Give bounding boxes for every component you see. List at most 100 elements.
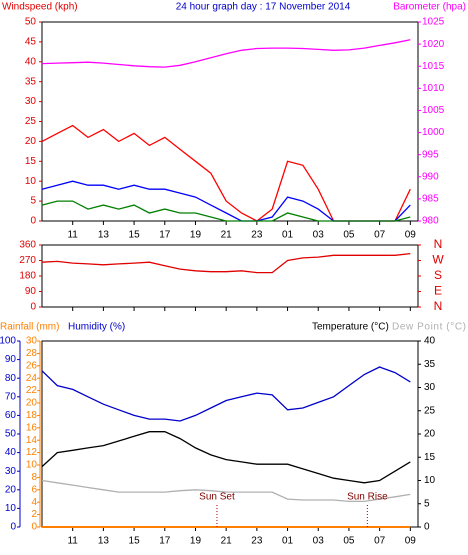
- y-tick-label: 70: [5, 391, 17, 402]
- x-tick-label: 03: [313, 536, 325, 547]
- series-label: Humidity (%): [68, 322, 125, 333]
- x-tick-label: 17: [159, 536, 171, 547]
- y-tick-label: 35: [25, 76, 37, 87]
- y2-tick-label: 40: [424, 336, 436, 347]
- y-tick-label: 50: [5, 429, 17, 440]
- chart-title: 24 hour graph day : 17 November 2014: [176, 2, 351, 13]
- y-tick-label: 180: [19, 271, 36, 282]
- y-tick-label: 15: [25, 156, 37, 167]
- annotation-label: Sun Rise: [347, 492, 388, 503]
- y3-tick-label: 6: [31, 484, 37, 495]
- y2-tick-label: 20: [424, 429, 436, 440]
- y2-axis-title: Barometer (hpa): [393, 2, 466, 13]
- y3-tick-label: 10: [26, 460, 38, 471]
- x-tick-label: 05: [343, 230, 355, 241]
- y-axis-title: Windspeed (kph): [2, 2, 78, 13]
- y-tick-label: 0: [10, 522, 16, 533]
- x-tick-label: 23: [251, 536, 263, 547]
- y2-tick-label: 25: [424, 405, 436, 416]
- x-tick-label: 01: [282, 536, 294, 547]
- y-tick-label: 60: [5, 410, 17, 421]
- y-tick-label: 40: [25, 56, 37, 67]
- series-line: [41, 39, 411, 68]
- y-tick-label: 30: [5, 466, 17, 477]
- y3-tick-label: 4: [31, 497, 37, 508]
- x-tick-label: 13: [98, 536, 110, 547]
- x-tick-label: 15: [129, 230, 141, 241]
- y-tick-label: 10: [5, 503, 17, 514]
- y3-tick-label: 24: [26, 373, 38, 384]
- x-tick-label: 07: [374, 536, 386, 547]
- x-tick-label: 09: [405, 230, 417, 241]
- x-tick-label: 21: [221, 536, 233, 547]
- y2-tick-label: 990: [422, 171, 439, 182]
- y2-tick-label: 1020: [422, 39, 445, 50]
- y2-tick-label: S: [434, 268, 442, 282]
- series-line: [41, 252, 411, 274]
- x-tick-label: 09: [405, 536, 417, 547]
- y-tick-label: 45: [25, 37, 37, 48]
- y-tick-label: 10: [25, 176, 37, 187]
- y3-tick-label: 22: [26, 385, 38, 396]
- y-tick-label: 5: [30, 196, 36, 207]
- y3-tick-label: 12: [26, 447, 38, 458]
- y3-tick-label: 14: [26, 435, 38, 446]
- x-tick-label: 15: [129, 536, 141, 547]
- y2-tick-label: 1000: [422, 127, 445, 138]
- x-tick-label: 13: [98, 230, 110, 241]
- y3-tick-label: 30: [26, 336, 38, 347]
- x-tick-label: 21: [221, 230, 233, 241]
- y2-tick-label: 1005: [422, 105, 445, 116]
- y2-tick-label: 0: [424, 522, 430, 533]
- y3-tick-label: 8: [31, 472, 37, 483]
- y-tick-label: 0: [30, 302, 36, 313]
- plot-area: [41, 244, 419, 308]
- y2-tick-label: 30: [424, 382, 436, 393]
- x-tick-label: 19: [190, 536, 202, 547]
- y2-tick-label: E: [434, 284, 442, 298]
- annotation-label: Sun Set: [199, 492, 235, 503]
- plot-area: [41, 21, 419, 222]
- y2-tick-label: N: [434, 299, 443, 313]
- y3-tick-label: 28: [26, 348, 38, 359]
- y2-tick-label: 5: [424, 498, 430, 509]
- x-tick-label: 01: [282, 230, 294, 241]
- y-tick-label: 0: [30, 216, 36, 227]
- series-label: Temperature (°C): [312, 322, 389, 333]
- y2-tick-label: 995: [422, 149, 439, 160]
- y3-tick-label: 26: [26, 360, 38, 371]
- series-label: Dew Point (°C): [392, 322, 466, 333]
- y-tick-label: 20: [5, 484, 17, 495]
- x-tick-label: 17: [159, 230, 171, 241]
- y3-tick-label: 16: [26, 422, 38, 433]
- y2-tick-label: W: [432, 253, 444, 267]
- x-tick-label: 23: [251, 230, 263, 241]
- y2-tick-label: 1010: [422, 83, 445, 94]
- y-tick-label: 90: [25, 286, 37, 297]
- y-tick-label: 90: [5, 354, 17, 365]
- y-tick-label: 50: [25, 17, 37, 28]
- y-tick-label: 25: [25, 116, 37, 127]
- x-tick-label: 05: [343, 536, 355, 547]
- series-label: Rainfall (mm): [0, 322, 59, 333]
- x-tick-label: 11: [67, 230, 78, 241]
- series-line: [41, 366, 411, 422]
- series-line: [41, 479, 411, 503]
- y2-tick-label: 10: [424, 475, 436, 486]
- y3-tick-label: 20: [26, 398, 38, 409]
- y2-tick-label: 15: [424, 452, 436, 463]
- y3-tick-label: 0: [31, 522, 37, 533]
- y-tick-label: 270: [19, 255, 36, 266]
- y2-tick-label: 980: [422, 216, 439, 227]
- x-tick-label: 03: [313, 230, 325, 241]
- y2-tick-label: 1015: [422, 61, 445, 72]
- series-line: [41, 431, 411, 484]
- plot-area: [41, 340, 419, 528]
- y2-tick-label: 1025: [422, 17, 445, 28]
- series-line: [41, 200, 411, 222]
- x-tick-label: 19: [190, 230, 202, 241]
- x-tick-label: 07: [374, 230, 386, 241]
- y-tick-label: 30: [25, 96, 37, 107]
- y-tick-label: 40: [5, 447, 17, 458]
